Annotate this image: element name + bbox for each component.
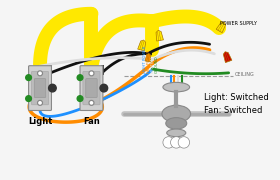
Polygon shape xyxy=(216,22,226,33)
Text: POWER SUPPLY: POWER SUPPLY xyxy=(220,21,257,26)
Polygon shape xyxy=(138,40,146,51)
Text: FAN POWER: FAN POWER xyxy=(147,50,151,73)
FancyBboxPatch shape xyxy=(34,78,46,98)
FancyBboxPatch shape xyxy=(83,71,100,105)
Text: GROUND: GROUND xyxy=(154,55,158,73)
Text: CEILING: CEILING xyxy=(234,72,254,77)
Circle shape xyxy=(26,96,31,102)
Circle shape xyxy=(38,71,42,76)
Circle shape xyxy=(90,72,93,75)
Circle shape xyxy=(77,75,83,80)
Polygon shape xyxy=(156,30,164,41)
Circle shape xyxy=(89,71,94,76)
Circle shape xyxy=(77,96,83,102)
Circle shape xyxy=(38,100,42,105)
Text: NEUTRAL: NEUTRAL xyxy=(150,55,155,73)
FancyBboxPatch shape xyxy=(80,66,103,111)
Circle shape xyxy=(26,75,31,80)
FancyBboxPatch shape xyxy=(86,78,97,98)
Polygon shape xyxy=(145,53,151,62)
Circle shape xyxy=(163,137,174,148)
Ellipse shape xyxy=(166,118,187,129)
Circle shape xyxy=(49,84,56,92)
Text: Light: Switched
Fan: Switched: Light: Switched Fan: Switched xyxy=(204,93,269,115)
Text: LIGHT POWER: LIGHT POWER xyxy=(143,46,147,73)
Ellipse shape xyxy=(167,129,186,137)
Text: Fan: Fan xyxy=(83,117,100,126)
Circle shape xyxy=(178,137,190,148)
Polygon shape xyxy=(223,52,232,63)
Circle shape xyxy=(39,102,41,104)
Circle shape xyxy=(89,100,94,105)
Circle shape xyxy=(90,102,93,104)
Circle shape xyxy=(171,137,182,148)
Ellipse shape xyxy=(162,105,191,122)
Ellipse shape xyxy=(163,82,190,92)
FancyBboxPatch shape xyxy=(31,71,49,105)
Circle shape xyxy=(100,84,108,92)
Circle shape xyxy=(39,72,41,75)
Text: Light: Light xyxy=(28,117,52,126)
FancyBboxPatch shape xyxy=(29,66,52,111)
